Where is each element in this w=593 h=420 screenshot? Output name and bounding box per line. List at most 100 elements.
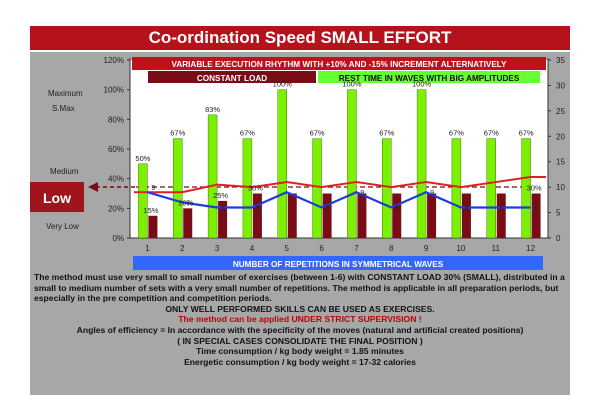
bar-green [347,89,357,239]
y-left-tick-label: 40% [108,175,124,184]
bar-green [312,138,322,239]
y-right-tick-label: 35 [556,56,565,65]
y-right-tick-label: 30 [556,81,565,90]
description-paragraph: The method must use very small to small … [34,272,565,304]
y-left-tick-label: 80% [108,115,124,124]
variable-banner-bg [132,57,546,70]
blue-line-label: 7 [186,200,190,207]
x-tick-label: 2 [180,244,185,253]
bar-green [277,89,287,239]
bar-green-label: 100% [412,80,432,89]
special-cases-line: ( IN SPECIAL CASES CONSOLIDATE THE FINAL… [177,335,423,346]
bar-dark-red [357,193,367,238]
y-left-tick-label: 120% [104,56,124,65]
x-tick-label: 10 [456,244,465,253]
bar-dark-red [148,215,158,238]
bar-green-label: 67% [449,129,464,138]
bar-green [451,138,462,239]
low-arrow-head [88,182,98,192]
time-line: Time consumption / kg body weight = 1.85… [196,346,404,357]
bar-dark-red [183,208,193,238]
y-left-tick-label: 20% [108,204,124,213]
bar-dark-red [427,193,437,238]
blue-line-label: 6 [535,205,539,212]
bar-green-label: 67% [379,129,394,138]
bar-dark-red [496,193,506,238]
y-left-tick-label: 60% [108,145,124,154]
bar-green-label: 67% [519,129,534,138]
blue-line-label: 6 [500,205,504,212]
xaxis-banner-bg [133,256,543,270]
constant-banner: CONSTANT LOAD [197,74,267,83]
bar-green [486,138,496,239]
x-tick-label: 9 [424,244,429,253]
red-line-label: 9 [151,185,155,192]
energy-line: Energetic consumption / kg body weight =… [184,356,416,367]
bar-dark-red-label: 15% [143,206,158,215]
level-maximum: Maximum [48,89,83,98]
bar-dark-red [531,193,541,238]
bar-dark-red-label: 30% [527,184,542,193]
bar-dark-red [218,200,228,238]
constant-banner-bg [148,71,316,83]
x-tick-label: 11 [492,244,501,253]
x-tick-label: 1 [145,244,150,253]
low-box [30,182,84,212]
bar-green-label: 67% [310,129,325,138]
level-low: Low [43,190,71,206]
x-tick-label: 8 [389,244,394,253]
bar-dark-red-label: 20% [178,198,193,207]
bar-green-label: 67% [240,129,255,138]
y-right-tick-label: 0 [556,234,561,243]
bar-dark-red [287,193,297,238]
bar-dark-red-label: 25% [213,191,228,200]
blue-line-label: 6 [256,205,260,212]
level-smax: S.Max [52,104,75,113]
bar-green-label: 67% [484,129,499,138]
bar-green [242,138,253,239]
angles-line: Angles of efficiency = In accordance wit… [76,324,524,335]
y-right-tick-label: 25 [556,107,565,116]
bar-dark-red [252,193,262,238]
y-left-tick-label: 0% [112,234,124,243]
variable-banner: VARIABLE EXECUTION RHYTHM WITH +10% AND … [171,60,507,69]
blue-line-label: 6 [326,205,330,212]
blue-line-label: 9 [430,190,434,197]
skills-line: ONLY WELL PERFORMED SKILLS CAN BE USED A… [165,303,435,314]
x-tick-label: 4 [250,244,255,253]
series-blue-line [147,191,531,209]
description: The method must use very small to small … [34,272,566,367]
x-tick-label: 6 [319,244,324,253]
y-right-tick-label: 15 [556,158,565,167]
x-tick-label: 7 [354,244,359,253]
bar-green-label: 100% [273,80,293,89]
bar-green-label: 100% [342,80,362,89]
level-medium: Medium [50,167,79,176]
y-right-tick-label: 10 [556,183,565,192]
y-left-tick-label: 100% [104,86,124,95]
y-right-tick-label: 20 [556,132,565,141]
series-red-line [134,175,546,194]
bar-dark-red-label: 30% [248,184,263,193]
x-tick-label: 12 [526,244,535,253]
bar-green [521,138,531,239]
supervision-line: The method can be applied UNDER STRICT S… [178,314,422,325]
blue-line-label: 6 [221,205,225,212]
bar-green-label: 67% [170,129,185,138]
bar-dark-red [322,193,332,238]
blue-line-label: 6 [395,205,399,212]
x-tick-label: 3 [215,244,220,253]
bar-green [416,89,427,239]
bar-green [207,114,218,239]
y-right-tick-label: 5 [556,209,561,218]
blue-line-label: 9 [360,190,364,197]
rest-banner-bg [318,71,540,83]
bar-green [173,138,183,239]
chart-title: Co-ordination Speed SMALL EFFORT [30,26,570,50]
blue-line-label: 6 [465,205,469,212]
bar-dark-red [392,193,402,238]
bar-green [382,138,392,239]
bar-green-label: 83% [205,105,220,114]
rest-banner: REST TIME IN WAVES WITH BIG AMPLITUDES [339,74,520,83]
